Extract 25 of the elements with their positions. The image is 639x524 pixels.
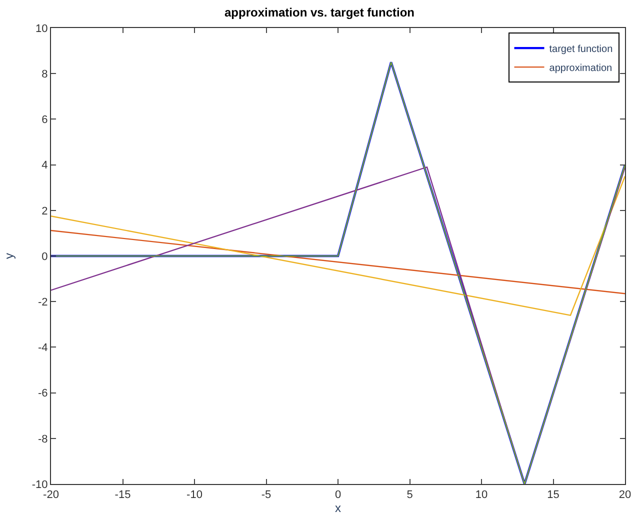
- x-tick-label: 20: [618, 489, 632, 502]
- x-tick-label: -5: [261, 489, 272, 502]
- y-tick-label: 2: [42, 205, 48, 218]
- y-tick-label: 6: [42, 114, 48, 126]
- x-tick-label: 10: [475, 489, 488, 502]
- y-tick-label: 10: [36, 22, 48, 35]
- chart-title: approximation vs. target function: [224, 5, 415, 20]
- y-tick-label: -6: [38, 388, 48, 400]
- x-tick-label: -15: [114, 489, 131, 502]
- x-tick-label: 0: [334, 489, 342, 502]
- legend-label: approximation: [549, 62, 612, 74]
- y-tick-label: -2: [38, 296, 48, 308]
- x-tick-label: -10: [186, 489, 202, 502]
- y-tick-label: 4: [42, 160, 48, 172]
- x-axis-title: x: [335, 501, 341, 516]
- y-tick-label: 8: [42, 68, 48, 80]
- y-tick-label: -4: [38, 342, 48, 354]
- x-tick-label: 15: [547, 489, 560, 502]
- y-axis-title: y: [2, 253, 16, 259]
- y-tick-label: 0: [42, 250, 48, 263]
- y-tick-label: -10: [32, 478, 48, 491]
- x-tick-label: 5: [406, 489, 413, 502]
- legend-label: target function: [549, 44, 613, 55]
- y-tick-label: -8: [38, 433, 48, 446]
- x-tick-label: -20: [43, 489, 59, 502]
